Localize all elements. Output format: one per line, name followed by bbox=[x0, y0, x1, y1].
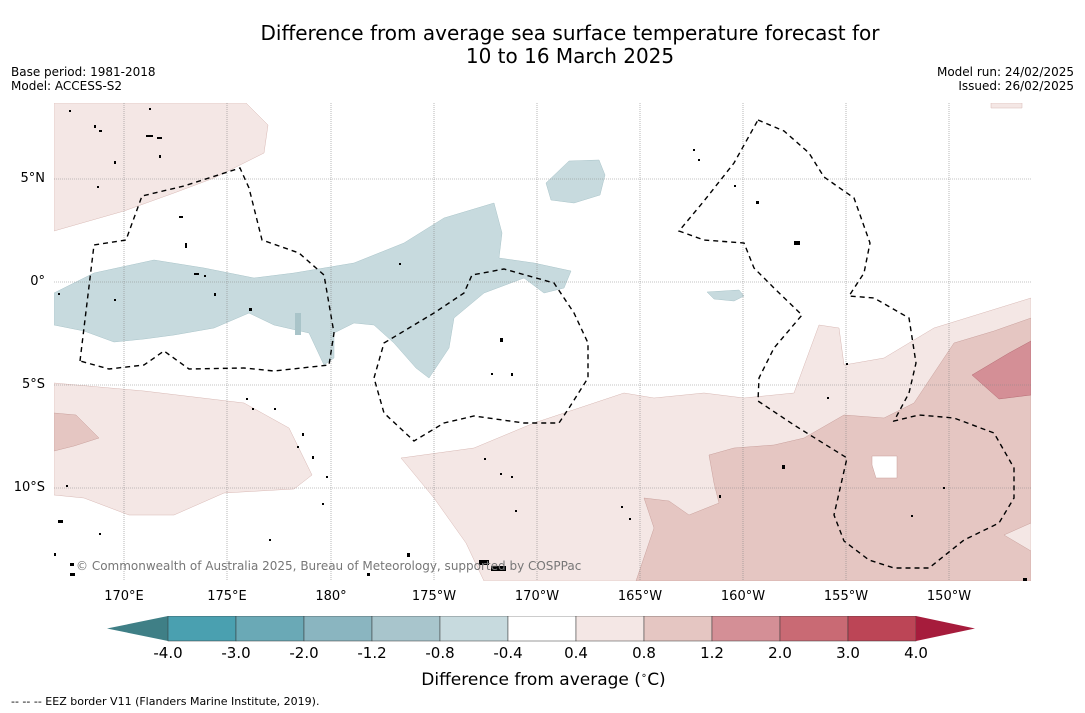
lon-tick-160w: 160°W bbox=[720, 589, 766, 604]
colorbar-tick: -2.0 bbox=[289, 644, 319, 662]
colorbar-cell bbox=[371, 616, 441, 642]
colorbar-cell bbox=[303, 616, 373, 642]
colorbar bbox=[107, 616, 975, 642]
cool-region-east bbox=[706, 289, 745, 302]
warm-region-southwest bbox=[54, 382, 313, 516]
lat-tick-10s: 10°S bbox=[13, 480, 45, 495]
warm-strong-region bbox=[971, 340, 1031, 400]
model-run-text: Model run: 24/02/2025 bbox=[936, 65, 1074, 79]
colorbar-cells bbox=[107, 616, 975, 642]
lat-tick-5s: 5°S bbox=[21, 377, 45, 392]
title-line-2: 10 to 16 March 2025 bbox=[465, 44, 675, 68]
colorbar-cell bbox=[575, 616, 645, 642]
lon-tick-150w: 150°W bbox=[926, 589, 972, 604]
colorbar-tick: -0.4 bbox=[493, 644, 523, 662]
colorbar-tick: 4.0 bbox=[904, 644, 928, 662]
lon-tick-170e: 170°E bbox=[104, 589, 144, 604]
lat-tick-5n: 5°N bbox=[20, 171, 46, 186]
colorbar-cell bbox=[235, 616, 305, 642]
lon-tick-165w: 165°W bbox=[617, 589, 663, 604]
lon-tick-175w: 175°W bbox=[411, 589, 457, 604]
lon-tick-180: 180° bbox=[315, 589, 347, 604]
lon-tick-155w: 155°W bbox=[823, 589, 869, 604]
base-period-text: Base period: 1981-2018 bbox=[11, 65, 156, 79]
cool-region-north bbox=[545, 159, 606, 204]
lon-tick-175e: 175°E bbox=[207, 589, 247, 604]
warm-mid-region-southeast bbox=[635, 317, 1031, 581]
islands bbox=[54, 108, 1027, 581]
cool-region-equatorial bbox=[54, 202, 572, 379]
copyright-text: © Commonwealth of Australia 2025, Bureau… bbox=[76, 559, 582, 573]
warm-region-northwest bbox=[54, 103, 269, 232]
colorbar-cell bbox=[847, 616, 917, 642]
title-line-1: Difference from average sea surface temp… bbox=[260, 21, 880, 45]
colorbar-tick: -4.0 bbox=[153, 644, 183, 662]
white-patch bbox=[871, 455, 898, 479]
eez-border-east bbox=[677, 119, 1015, 569]
eez-border-central bbox=[373, 268, 589, 442]
colorbar-arrow-low bbox=[107, 616, 168, 641]
colorbar-cell bbox=[643, 616, 713, 642]
colorbar-tick: -0.8 bbox=[425, 644, 455, 662]
colorbar-tick: 0.4 bbox=[564, 644, 588, 662]
lon-tick-170w: 170°W bbox=[514, 589, 560, 604]
model-text: Model: ACCESS-S2 bbox=[11, 79, 123, 93]
cool-island-strip bbox=[295, 313, 301, 335]
eez-legend-footer: -- -- -- EEZ border V11 (Flanders Marine… bbox=[11, 695, 320, 708]
colorbar-label: Difference from average (∘C) bbox=[421, 670, 666, 690]
colorbar-arrow-high bbox=[916, 616, 975, 641]
colorbar-cell bbox=[439, 616, 509, 642]
lat-tick-0: 0° bbox=[30, 274, 45, 289]
warm-region-top-right bbox=[990, 103, 1023, 109]
meta-right: Model run: 24/02/2025 Issued: 26/02/2025 bbox=[937, 65, 1074, 93]
colorbar-cell bbox=[711, 616, 781, 642]
sst-anomaly-map bbox=[54, 103, 1031, 581]
meta-left: Base period: 1981-2018 Model: ACCESS-S2 bbox=[11, 65, 156, 93]
colorbar-tick: -3.0 bbox=[221, 644, 251, 662]
colorbar-tick: 3.0 bbox=[836, 644, 860, 662]
colorbar-cell bbox=[167, 616, 237, 642]
colorbar-cell bbox=[779, 616, 849, 642]
colorbar-tick: -1.2 bbox=[357, 644, 387, 662]
graticule bbox=[54, 103, 1031, 581]
warm-mid-region-west bbox=[54, 412, 100, 452]
colorbar-tick: 0.8 bbox=[632, 644, 656, 662]
chart-title: Difference from average sea surface temp… bbox=[0, 22, 1085, 68]
eez-borders bbox=[79, 119, 1015, 569]
colorbar-label-unit: C) bbox=[647, 670, 666, 690]
colorbar-cell bbox=[507, 616, 577, 642]
colorbar-label-text: Difference from average ( bbox=[421, 670, 641, 690]
colorbar-tick: 2.0 bbox=[768, 644, 792, 662]
issued-text: Issued: 26/02/2025 bbox=[958, 79, 1074, 93]
colorbar-tick: 1.2 bbox=[700, 644, 724, 662]
